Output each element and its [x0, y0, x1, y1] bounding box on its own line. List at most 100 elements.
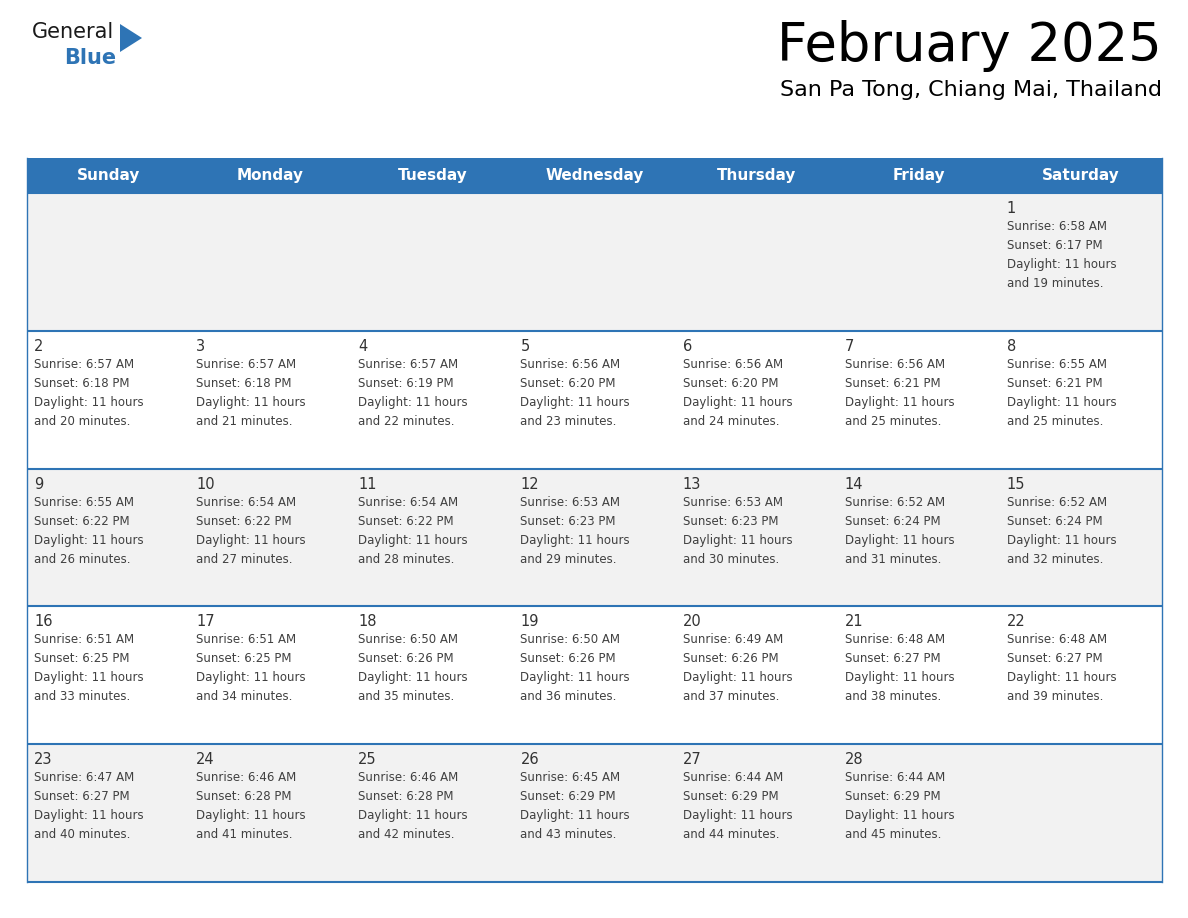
Text: Sunset: 6:22 PM: Sunset: 6:22 PM [359, 515, 454, 528]
Text: Daylight: 11 hours: Daylight: 11 hours [683, 671, 792, 685]
Text: Sunrise: 6:45 AM: Sunrise: 6:45 AM [520, 771, 620, 784]
Text: Sunrise: 6:46 AM: Sunrise: 6:46 AM [196, 771, 296, 784]
Text: Daylight: 11 hours: Daylight: 11 hours [196, 671, 305, 685]
Text: Daylight: 11 hours: Daylight: 11 hours [683, 396, 792, 409]
Text: Sunrise: 6:51 AM: Sunrise: 6:51 AM [196, 633, 296, 646]
Text: and 21 minutes.: and 21 minutes. [196, 415, 292, 428]
Text: Daylight: 11 hours: Daylight: 11 hours [520, 533, 630, 546]
Text: and 45 minutes.: and 45 minutes. [845, 828, 941, 841]
Text: Sunrise: 6:44 AM: Sunrise: 6:44 AM [683, 771, 783, 784]
Text: 3: 3 [196, 339, 206, 353]
Text: 9: 9 [34, 476, 43, 492]
Bar [1000, 158, 1162, 193]
Text: Daylight: 11 hours: Daylight: 11 hours [845, 809, 954, 823]
Text: and 20 minutes.: and 20 minutes. [34, 415, 131, 428]
Text: Daylight: 11 hours: Daylight: 11 hours [520, 396, 630, 409]
Text: Sunset: 6:28 PM: Sunset: 6:28 PM [359, 790, 454, 803]
Text: Sunset: 6:27 PM: Sunset: 6:27 PM [1007, 653, 1102, 666]
Text: Daylight: 11 hours: Daylight: 11 hours [196, 809, 305, 823]
Text: Sunset: 6:24 PM: Sunset: 6:24 PM [1007, 515, 1102, 528]
Text: Wednesday: Wednesday [545, 168, 644, 183]
Text: Daylight: 11 hours: Daylight: 11 hours [359, 809, 468, 823]
Text: Daylight: 11 hours: Daylight: 11 hours [196, 533, 305, 546]
Text: and 31 minutes.: and 31 minutes. [845, 553, 941, 565]
Text: Daylight: 11 hours: Daylight: 11 hours [845, 671, 954, 685]
Text: and 32 minutes.: and 32 minutes. [1007, 553, 1104, 565]
Text: and 38 minutes.: and 38 minutes. [845, 690, 941, 703]
Bar [27, 193, 1162, 330]
Text: Sunrise: 6:53 AM: Sunrise: 6:53 AM [683, 496, 783, 509]
Text: Sunset: 6:28 PM: Sunset: 6:28 PM [196, 790, 291, 803]
Text: Sunrise: 6:44 AM: Sunrise: 6:44 AM [845, 771, 944, 784]
Text: 1: 1 [1007, 201, 1016, 216]
Text: and 22 minutes.: and 22 minutes. [359, 415, 455, 428]
Text: 15: 15 [1007, 476, 1025, 492]
Text: Daylight: 11 hours: Daylight: 11 hours [34, 809, 144, 823]
Text: Daylight: 11 hours: Daylight: 11 hours [520, 671, 630, 685]
Text: Sunrise: 6:48 AM: Sunrise: 6:48 AM [1007, 633, 1107, 646]
Text: Sunset: 6:21 PM: Sunset: 6:21 PM [845, 376, 941, 390]
Text: Sunset: 6:19 PM: Sunset: 6:19 PM [359, 376, 454, 390]
Text: 7: 7 [845, 339, 854, 353]
Text: Sunrise: 6:52 AM: Sunrise: 6:52 AM [1007, 496, 1107, 509]
Text: Daylight: 11 hours: Daylight: 11 hours [1007, 533, 1117, 546]
Text: Sunrise: 6:46 AM: Sunrise: 6:46 AM [359, 771, 459, 784]
Text: 26: 26 [520, 752, 539, 767]
Text: Daylight: 11 hours: Daylight: 11 hours [1007, 258, 1117, 271]
Text: Sunset: 6:27 PM: Sunset: 6:27 PM [34, 790, 129, 803]
Text: Sunrise: 6:54 AM: Sunrise: 6:54 AM [196, 496, 296, 509]
Text: Sunrise: 6:55 AM: Sunrise: 6:55 AM [1007, 358, 1107, 371]
Text: 10: 10 [196, 476, 215, 492]
Text: Sunset: 6:29 PM: Sunset: 6:29 PM [845, 790, 941, 803]
Text: and 27 minutes.: and 27 minutes. [196, 553, 292, 565]
Bar [189, 158, 352, 193]
Text: Daylight: 11 hours: Daylight: 11 hours [1007, 396, 1117, 409]
Text: Tuesday: Tuesday [398, 168, 467, 183]
Text: 11: 11 [359, 476, 377, 492]
Text: 16: 16 [34, 614, 52, 630]
Text: Blue: Blue [64, 48, 116, 68]
Text: Daylight: 11 hours: Daylight: 11 hours [359, 671, 468, 685]
Text: Monday: Monday [236, 168, 304, 183]
Polygon shape [120, 24, 143, 52]
Text: Saturday: Saturday [1042, 168, 1120, 183]
Text: Sunset: 6:23 PM: Sunset: 6:23 PM [520, 515, 615, 528]
Text: 13: 13 [683, 476, 701, 492]
Text: 4: 4 [359, 339, 367, 353]
Text: San Pa Tong, Chiang Mai, Thailand: San Pa Tong, Chiang Mai, Thailand [781, 80, 1162, 100]
Text: Sunrise: 6:57 AM: Sunrise: 6:57 AM [196, 358, 296, 371]
Text: Sunrise: 6:56 AM: Sunrise: 6:56 AM [845, 358, 944, 371]
Text: 5: 5 [520, 339, 530, 353]
Text: Sunset: 6:20 PM: Sunset: 6:20 PM [683, 376, 778, 390]
Text: Sunset: 6:27 PM: Sunset: 6:27 PM [845, 653, 941, 666]
Text: Sunrise: 6:54 AM: Sunrise: 6:54 AM [359, 496, 459, 509]
Text: and 33 minutes.: and 33 minutes. [34, 690, 131, 703]
Text: and 39 minutes.: and 39 minutes. [1007, 690, 1104, 703]
Text: 2: 2 [34, 339, 44, 353]
Text: and 40 minutes.: and 40 minutes. [34, 828, 131, 841]
Bar [513, 158, 676, 193]
Text: Sunset: 6:23 PM: Sunset: 6:23 PM [683, 515, 778, 528]
Text: and 26 minutes.: and 26 minutes. [34, 553, 131, 565]
Text: and 44 minutes.: and 44 minutes. [683, 828, 779, 841]
Text: Sunset: 6:18 PM: Sunset: 6:18 PM [34, 376, 129, 390]
Text: 18: 18 [359, 614, 377, 630]
Text: Daylight: 11 hours: Daylight: 11 hours [34, 533, 144, 546]
Text: 25: 25 [359, 752, 377, 767]
Text: Daylight: 11 hours: Daylight: 11 hours [845, 533, 954, 546]
Text: 28: 28 [845, 752, 864, 767]
Text: Daylight: 11 hours: Daylight: 11 hours [520, 809, 630, 823]
Text: Sunrise: 6:50 AM: Sunrise: 6:50 AM [520, 633, 620, 646]
Text: 14: 14 [845, 476, 864, 492]
Text: Sunrise: 6:55 AM: Sunrise: 6:55 AM [34, 496, 134, 509]
Text: 6: 6 [683, 339, 691, 353]
Text: Daylight: 11 hours: Daylight: 11 hours [683, 809, 792, 823]
Text: Sunrise: 6:49 AM: Sunrise: 6:49 AM [683, 633, 783, 646]
Text: Sunset: 6:17 PM: Sunset: 6:17 PM [1007, 239, 1102, 252]
Text: Sunset: 6:26 PM: Sunset: 6:26 PM [520, 653, 617, 666]
Text: Sunrise: 6:48 AM: Sunrise: 6:48 AM [845, 633, 944, 646]
Text: Daylight: 11 hours: Daylight: 11 hours [359, 533, 468, 546]
Text: Sunset: 6:29 PM: Sunset: 6:29 PM [683, 790, 778, 803]
Text: 17: 17 [196, 614, 215, 630]
Text: Daylight: 11 hours: Daylight: 11 hours [845, 396, 954, 409]
